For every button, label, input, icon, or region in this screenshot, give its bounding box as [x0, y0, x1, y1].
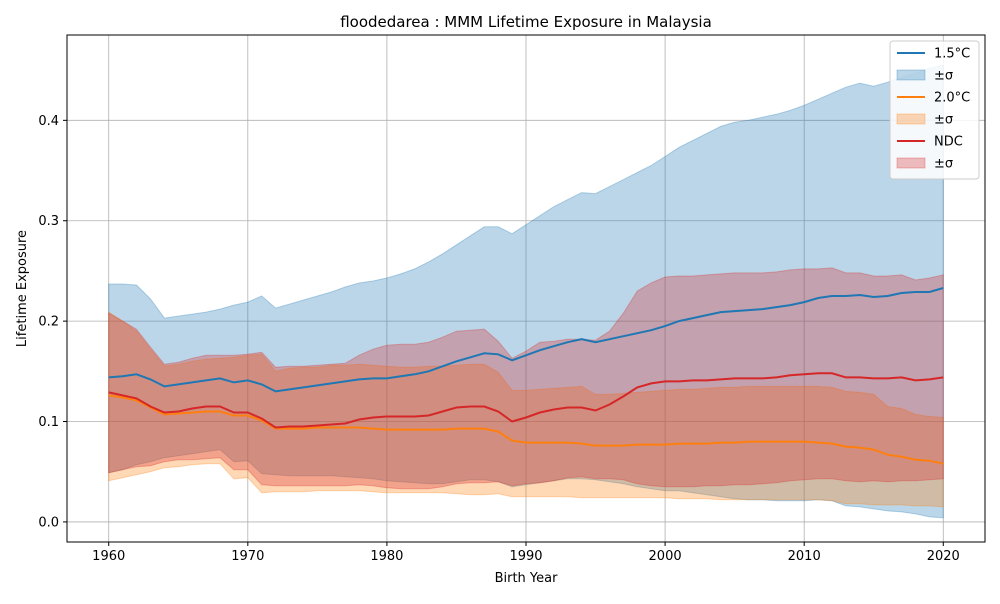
y-tick-label: 0.4: [38, 114, 59, 129]
legend-box: [889, 40, 980, 180]
x-tick-label: 1960: [92, 549, 125, 564]
sigma-bands: [108, 64, 944, 519]
legend-label: 2.0°C: [934, 91, 970, 106]
legend-band-swatch: [896, 157, 926, 169]
legend-band-swatch: [896, 113, 926, 125]
chart-title: floodedarea : MMM Lifetime Exposure in M…: [340, 13, 712, 31]
x-tick-label: 1970: [231, 549, 264, 564]
x-tick-label: 1990: [509, 549, 542, 564]
y-tick-label: 0.3: [38, 214, 59, 229]
sigma-band-2: [108, 267, 944, 490]
series-lines: [108, 287, 944, 465]
sigma-band-1: [108, 311, 944, 508]
legend-label: ±σ: [934, 157, 953, 172]
x-tick-label: 2000: [649, 549, 682, 564]
series-line-0: [108, 287, 944, 393]
legend-label: ±σ: [934, 69, 953, 84]
x-tick-label: 1980: [370, 549, 403, 564]
legend-label: 1.5°C: [934, 47, 970, 62]
series-line-2: [108, 372, 944, 429]
y-axis-label: Lifetime Exposure: [15, 230, 30, 347]
x-tick-label: 2010: [788, 549, 821, 564]
legend-label: NDC: [934, 135, 963, 150]
x-tick-label: 2020: [927, 549, 960, 564]
legend-band-swatch: [896, 69, 926, 81]
sigma-band-0: [108, 64, 944, 519]
y-tick-label: 0.2: [38, 315, 59, 330]
x-axis-label: Birth Year: [495, 571, 559, 586]
axis-ticks: 1960 1970 1980 1990 2000 2010 2020 0.0 0.1 0.2 0.3…: [38, 114, 960, 564]
legend: 1.5°C ±σ 2.0°C ±σ NDC ±σ: [889, 40, 980, 180]
series-line-1: [108, 394, 944, 465]
y-tick-label: 0.1: [38, 415, 59, 430]
legend-label: ±σ: [934, 113, 953, 128]
y-tick-label: 0.0: [38, 515, 59, 530]
grid-lines: [67, 35, 985, 542]
